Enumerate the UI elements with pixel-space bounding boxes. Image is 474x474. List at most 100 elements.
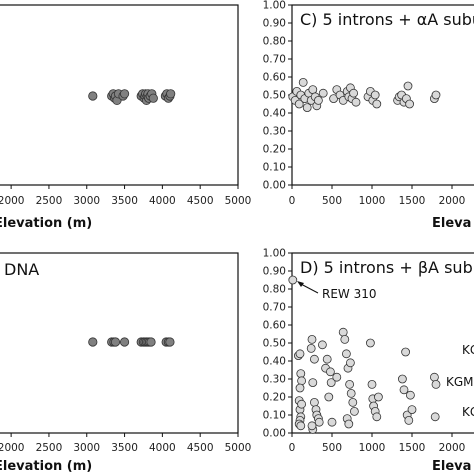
panel-c-ytick-label: 0.00 [263, 180, 286, 192]
panel-c-data-point [403, 81, 413, 91]
panel-c-xtick-label: 0 [289, 195, 296, 207]
panel-d-data-point [307, 334, 317, 344]
panel-b-xtick-label: 5000 [225, 442, 252, 454]
panel-d-data-point [348, 397, 358, 407]
panel-b-data-point [88, 337, 98, 347]
panel-d-xtick-label: 2000 [439, 442, 466, 454]
panel-d-data-point [309, 397, 319, 407]
panel-c-xtick-label: 500 [322, 195, 342, 207]
panel-d-ytick-label: 0.00 [263, 428, 286, 440]
panel-d-xtick-label: 1500 [399, 442, 426, 454]
panel-c-xlabel: Eleva [432, 216, 471, 231]
panel-c-data-point [431, 90, 441, 100]
panel-b-xtick-label: 4500 [187, 442, 214, 454]
annotation-kg-1: KG [462, 343, 474, 357]
panel-b-xtick-label: 3000 [73, 442, 100, 454]
panel-c-ytick-label: 0.70 [263, 54, 286, 66]
panel-c-ytick-label: 0.20 [263, 144, 286, 156]
panel-d-data-point [346, 388, 356, 398]
panel-d-ytick-label: 0.90 [263, 266, 286, 278]
panel-d-data-point [367, 379, 377, 389]
panel-c-data-point [294, 99, 304, 109]
panel-d-data-point [344, 419, 354, 429]
panel-a-data-point [119, 89, 130, 99]
panel-b-xtick-label: 3500 [111, 442, 138, 454]
panel-d-data-point [332, 372, 342, 382]
panel-d-data-point [349, 406, 359, 416]
panel-c-ytick-label: 0.40 [263, 108, 286, 120]
panel-d-ytick-label: 0.50 [263, 338, 286, 350]
panel-d-data-point [405, 390, 415, 400]
panel-a-xtick-label: 5000 [225, 195, 252, 207]
panel-d-data-point [407, 405, 417, 415]
panel-d-data-point [325, 367, 335, 377]
panel-b-data-point [146, 337, 156, 347]
panel-d-data-point [326, 378, 336, 388]
panel-c-ytick-label: 0.80 [263, 36, 286, 48]
panel-d-xtick-label: 0 [289, 442, 296, 454]
panel-d-data-point [373, 392, 383, 402]
panel-d-title: D) 5 introns + βA subu [300, 258, 474, 277]
panel-d-data-point [345, 379, 355, 389]
panel-c-ytick-label: 1.00 [263, 0, 286, 12]
panel-d-data-point [430, 412, 440, 422]
panel-a-data-point [88, 91, 98, 101]
panel-d-data-point [338, 327, 348, 337]
panel-a-xtick-label: 4000 [149, 195, 176, 207]
panel-b-xtick-label: 2000 [0, 442, 24, 454]
panel-d-data-point [322, 354, 332, 364]
panel-d-data-point [404, 415, 414, 425]
panel-b-title: DNA [4, 260, 39, 279]
panel-a-xlabel: Elevation (m) [0, 216, 92, 231]
panel-a-data-point [148, 93, 158, 103]
panel-d-data-point [327, 417, 337, 427]
panel-d-data-point [288, 275, 298, 285]
panel-c-data-point [370, 90, 380, 100]
rew310-arrowhead [297, 281, 304, 287]
panel-a-xtick-label: 2000 [0, 195, 24, 207]
panel-c-data-point [313, 96, 323, 105]
panel-d-data-point [295, 349, 305, 359]
panel-d-data-point [307, 421, 317, 431]
panel-d-data-point [431, 379, 441, 389]
panel-c-data-point [405, 99, 415, 109]
panel-c-data-point [351, 97, 361, 107]
panel-d-data-point [309, 354, 319, 364]
annotation-rew310: REW 310 [322, 287, 377, 301]
annotation-kg-2: KG [462, 405, 474, 419]
panel-d-ytick-label: 0.20 [263, 392, 286, 404]
panel-c-ytick-label: 0.90 [263, 18, 286, 30]
panel-b-data-point [119, 337, 130, 347]
panel-d-ytick-label: 0.30 [263, 374, 286, 386]
panel-d-data-point [308, 378, 318, 388]
panel-d-data-point [345, 358, 355, 368]
panel-c-ytick-label: 0.30 [263, 126, 286, 138]
panel-d-ytick-label: 0.70 [263, 302, 286, 314]
panel-d-data-point [340, 334, 350, 344]
panel-c-title: C) 5 introns + αA subu [300, 10, 474, 29]
panel-b-frame [0, 252, 239, 434]
panel-d-ytick-label: 0.10 [263, 410, 286, 422]
panel-d-data-point [401, 347, 411, 357]
panel-a-data-point [166, 89, 176, 99]
panel-b-xtick-label: 2500 [36, 442, 63, 454]
panel-d-data-point [365, 338, 375, 348]
panel-b-xtick-label: 4000 [149, 442, 176, 454]
panel-b-xlabel: Elevation (m) [0, 459, 92, 474]
panel-c-data-point [318, 88, 328, 98]
panel-c-data-point [372, 99, 382, 109]
panel-d-data-point [296, 421, 306, 431]
panel-d-data-point [314, 417, 324, 427]
panel-c-data-point [308, 85, 318, 94]
panel-a-xtick-label: 4500 [187, 195, 214, 207]
panel-d-data-point [372, 412, 382, 422]
panel-d-data-point [399, 385, 409, 395]
panel-b-data-point [110, 337, 121, 347]
panel-c-data-point [349, 88, 359, 98]
panel-d-data-point [341, 349, 351, 359]
panel-c-ytick-label: 0.50 [263, 90, 286, 102]
annotation-kgm: KGM [446, 375, 474, 389]
panel-c-data-point [298, 78, 308, 87]
